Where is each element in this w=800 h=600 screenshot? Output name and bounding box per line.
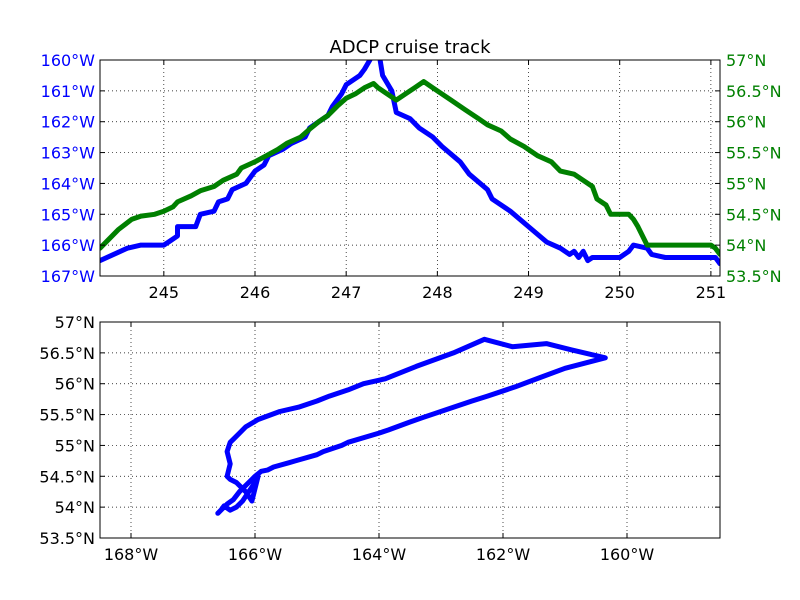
bottom-x-axis-ticks: 168°W 166°W 164°W 162°W 160°W — [104, 322, 655, 564]
bottom-plot-frame — [99, 321, 721, 539]
x-tick-label: 249 — [513, 283, 544, 302]
chart-title: ADCP cruise track — [329, 37, 491, 58]
right-tick-label: 53.5°N — [726, 267, 782, 286]
y-tick-label: 55.5°N — [39, 406, 95, 425]
y-tick-label: 56.5°N — [39, 344, 95, 363]
right-tick-label: 55.5°N — [726, 144, 782, 163]
left-tick-label: 167°W — [41, 267, 96, 286]
series-line-latitude — [100, 79, 720, 257]
top-plot-frame — [99, 59, 721, 277]
y-tick-label: 54°N — [55, 498, 95, 517]
top-series-group — [100, 60, 720, 267]
x-tick-label: 164°W — [352, 545, 407, 564]
left-tick-label: 161°W — [41, 82, 96, 101]
x-tick-label: 250 — [604, 283, 635, 302]
top-right-axis-ticks: 57°N 56.5°N 56°N 55.5°N 55°N 54.5°N 54°N 53.5°N — [715, 51, 782, 286]
top-x-axis-ticks: 245 246 247 248 249 250 251 — [149, 60, 727, 302]
x-tick-label: 248 — [422, 283, 453, 302]
right-tick-label: 57°N — [726, 51, 766, 70]
series-line-track — [215, 336, 608, 516]
x-tick-label: 251 — [696, 283, 727, 302]
y-tick-label: 55°N — [55, 436, 95, 455]
left-tick-label: 162°W — [41, 113, 96, 132]
top-chart: ADCP cruise track 245 246 247 248 249 250 251 … — [41, 37, 782, 302]
series-line-longitude — [100, 60, 720, 267]
x-tick-label: 168°W — [104, 545, 159, 564]
y-tick-label: 56°N — [55, 375, 95, 394]
y-tick-label: 54.5°N — [39, 467, 95, 486]
x-tick-label: 247 — [331, 283, 362, 302]
bottom-y-axis-ticks: 57°N 56.5°N 56°N 55.5°N 55°N 54.5°N 54°N 53.5°N — [39, 313, 720, 548]
x-tick-label: 166°W — [228, 545, 283, 564]
right-tick-label: 55°N — [726, 174, 766, 193]
right-tick-label: 54°N — [726, 236, 766, 255]
left-tick-label: 165°W — [41, 205, 96, 224]
top-left-axis-ticks: 160°W 161°W 162°W 163°W 164°W 165°W 166°W 167°W — [41, 51, 105, 286]
y-tick-label: 57°N — [55, 313, 95, 332]
right-tick-label: 56°N — [726, 113, 766, 132]
x-tick-label: 160°W — [600, 545, 655, 564]
x-tick-label: 246 — [240, 283, 271, 302]
bottom-chart: 168°W 166°W 164°W 162°W 160°W 57°N 56.5°N 56°N… — [39, 313, 721, 564]
right-tick-label: 54.5°N — [726, 205, 782, 224]
left-tick-label: 164°W — [41, 174, 96, 193]
x-tick-label: 245 — [149, 283, 180, 302]
y-tick-label: 53.5°N — [39, 529, 95, 548]
left-tick-label: 163°W — [41, 144, 96, 163]
left-tick-label: 166°W — [41, 236, 96, 255]
left-tick-label: 160°W — [41, 51, 96, 70]
bottom-series-group — [215, 336, 608, 516]
x-tick-label: 162°W — [476, 545, 531, 564]
right-tick-label: 56.5°N — [726, 82, 782, 101]
